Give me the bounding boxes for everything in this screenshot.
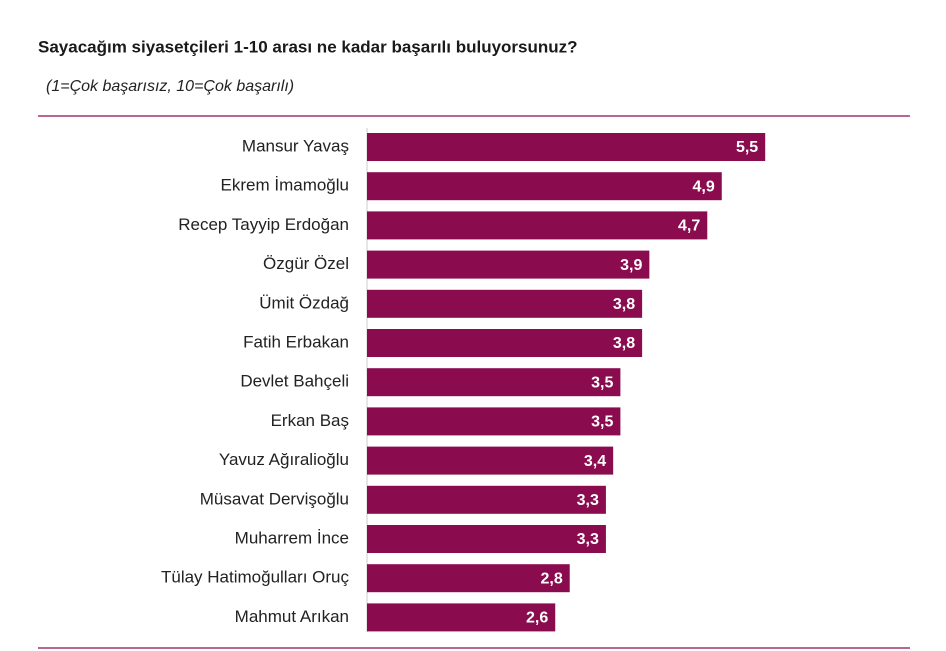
value-label: 3,8 bbox=[613, 335, 635, 352]
category-label: Erkan Baş bbox=[271, 411, 349, 430]
bar bbox=[367, 289, 643, 318]
category-label: Yavuz Ağıralioğlu bbox=[219, 450, 349, 469]
value-label: 3,9 bbox=[620, 257, 642, 274]
category-label: Mahmut Arıkan bbox=[235, 607, 349, 626]
category-label: Fatih Erbakan bbox=[243, 332, 349, 351]
bar bbox=[367, 172, 722, 201]
bar bbox=[367, 485, 606, 514]
value-label: 3,4 bbox=[584, 453, 606, 470]
value-label: 3,3 bbox=[577, 492, 599, 509]
bar bbox=[367, 250, 650, 279]
value-label: 4,9 bbox=[693, 178, 715, 195]
value-label: 3,3 bbox=[577, 531, 599, 548]
chart-subtitle: (1=Çok başarısız, 10=Çok başarılı) bbox=[46, 78, 294, 95]
bar bbox=[367, 446, 614, 475]
category-label: Özgür Özel bbox=[263, 254, 349, 273]
bar bbox=[367, 133, 766, 161]
category-label: Mansur Yavaş bbox=[242, 136, 349, 155]
category-label: Ekrem İmamoğlu bbox=[221, 176, 349, 195]
category-label: Ümit Özdağ bbox=[259, 293, 349, 312]
value-label: 4,7 bbox=[678, 218, 700, 235]
bar bbox=[367, 368, 621, 397]
category-label: Recep Tayyip Erdoğan bbox=[178, 215, 349, 234]
bar bbox=[367, 407, 621, 436]
category-label: Devlet Bahçeli bbox=[240, 372, 349, 391]
bar bbox=[367, 329, 643, 357]
value-label: 2,8 bbox=[540, 570, 562, 587]
bar bbox=[367, 564, 570, 593]
chart-title: Sayacağım siyasetçileri 1-10 arası ne ka… bbox=[38, 37, 578, 56]
category-label: Müsavat Dervişoğlu bbox=[200, 489, 349, 508]
value-label: 5,5 bbox=[736, 139, 758, 156]
value-label: 3,5 bbox=[591, 374, 613, 391]
value-label: 3,5 bbox=[591, 414, 613, 431]
bar bbox=[367, 525, 606, 553]
bar bbox=[367, 603, 556, 632]
bar bbox=[367, 211, 708, 240]
value-label: 3,8 bbox=[613, 296, 635, 313]
value-label: 2,6 bbox=[526, 610, 548, 627]
category-label: Muharrem İnce bbox=[235, 528, 349, 547]
category-label: Tülay Hatimoğulları Oruç bbox=[161, 568, 350, 587]
